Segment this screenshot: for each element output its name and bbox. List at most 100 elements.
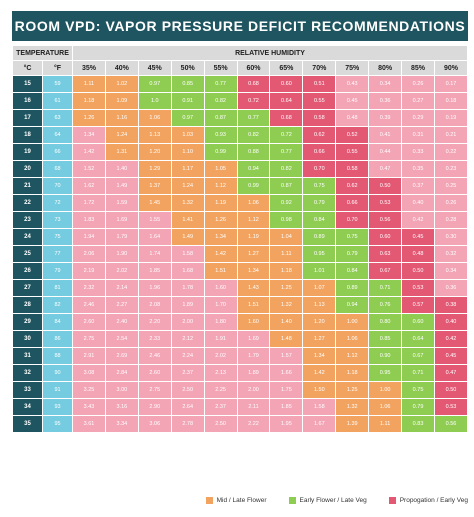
vpd-value-cell: 0.88 [237, 144, 270, 160]
vpd-value-cell: 1.32 [171, 195, 204, 211]
vpd-value-cell: 0.39 [369, 110, 402, 126]
vpd-value-cell: 3.25 [73, 382, 105, 398]
vpd-value-cell: 3.43 [73, 399, 105, 415]
vpd-value-cell: 1.11 [369, 416, 402, 432]
table-row: 28 82 2.46 2.27 2.08 1.89 1.70 1.51 1.32 1.13 0.94… [13, 297, 467, 313]
vpd-value-cell: 1.20 [303, 314, 336, 330]
legend-swatch [288, 496, 296, 504]
legend-label: Propogation / Early Veg [399, 496, 468, 504]
vpd-value-cell: 2.84 [105, 365, 138, 381]
vpd-value-cell: 2.50 [171, 382, 204, 398]
vpd-value-cell: 2.69 [105, 348, 138, 364]
temp-fahrenheit-cell: 68 [43, 161, 73, 177]
table-row: 30 86 2.75 2.54 2.33 2.12 1.91 1.69 1.48 1.27 1.06… [13, 331, 467, 347]
temp-celsius-cell: 21 [13, 178, 42, 194]
vpd-value-cell: 1.85 [270, 399, 303, 415]
table-row: 35 95 3.61 3.34 3.06 2.78 2.50 2.22 1.95 1.67 1.39… [13, 416, 467, 432]
temp-celsius-cell: 30 [13, 331, 42, 347]
temp-celsius-cell: 26 [13, 263, 42, 279]
vpd-value-cell: 3.00 [105, 382, 138, 398]
vpd-value-cell: 0.43 [336, 76, 369, 92]
vpd-value-cell: 0.32 [434, 246, 467, 262]
vpd-value-cell: 0.31 [402, 127, 434, 143]
vpd-value-cell: 0.41 [369, 127, 402, 143]
vpd-value-cell: 1.29 [138, 161, 171, 177]
vpd-value-cell: 1.62 [73, 178, 105, 194]
vpd-value-cell: 1.03 [171, 127, 204, 143]
vpd-value-cell: 1.49 [171, 229, 204, 245]
vpd-value-cell: 0.80 [369, 314, 402, 330]
temp-fahrenheit-cell: 86 [43, 331, 73, 347]
vpd-value-cell: 2.37 [204, 399, 237, 415]
vpd-value-cell: 1.75 [270, 382, 303, 398]
vpd-value-cell: 0.94 [237, 161, 270, 177]
temp-celsius-cell: 32 [13, 365, 42, 381]
vpd-value-cell: 0.85 [369, 331, 402, 347]
vpd-value-cell: 0.33 [402, 144, 434, 160]
vpd-value-cell: 1.89 [237, 365, 270, 381]
vpd-value-cell: 0.25 [434, 178, 467, 194]
vpd-value-cell: 0.77 [204, 76, 237, 92]
vpd-value-cell: 0.51 [303, 76, 336, 92]
legend-label: Mid / Late Flower [216, 496, 267, 504]
vpd-value-cell: 0.40 [402, 195, 434, 211]
vpd-value-cell: 0.55 [336, 144, 369, 160]
vpd-value-cell: 0.60 [270, 76, 303, 92]
vpd-value-cell: 2.90 [138, 399, 171, 415]
vpd-value-cell: 1.49 [105, 178, 138, 194]
vpd-value-cell: 0.40 [434, 314, 467, 330]
vpd-value-cell: 2.75 [138, 382, 171, 398]
temp-celsius-cell: 15 [13, 76, 42, 92]
vpd-value-cell: 2.33 [138, 331, 171, 347]
vpd-value-cell: 0.50 [402, 263, 434, 279]
vpd-value-cell: 1.34 [73, 127, 105, 143]
vpd-value-cell: 0.45 [336, 93, 369, 109]
temp-celsius-cell: 18 [13, 127, 42, 143]
table-row: 23 73 1.83 1.69 1.55 1.41 1.26 1.12 0.98 0.84 0.70… [13, 212, 467, 228]
vpd-value-cell: 1.94 [73, 229, 105, 245]
vpd-value-cell: 1.32 [336, 399, 369, 415]
humidity-column-header: 50% [171, 61, 204, 75]
vpd-value-cell: 1.58 [303, 399, 336, 415]
vpd-value-cell: 0.89 [336, 280, 369, 296]
vpd-value-cell: 1.25 [336, 382, 369, 398]
vpd-value-cell: 2.75 [73, 331, 105, 347]
vpd-value-cell: 1.17 [171, 161, 204, 177]
vpd-value-cell: 1.95 [270, 416, 303, 432]
vpd-value-cell: 1.12 [336, 348, 369, 364]
temp-fahrenheit-cell: 59 [43, 76, 73, 92]
humidity-column-header: 45% [138, 61, 171, 75]
legend-item: Propogation / Early Veg [388, 496, 468, 504]
humidity-column-header: 90% [434, 61, 467, 75]
vpd-value-cell: 1.00 [369, 382, 402, 398]
temp-fahrenheit-cell: 79 [43, 263, 73, 279]
vpd-value-cell: 1.74 [138, 246, 171, 262]
vpd-value-cell: 0.55 [303, 93, 336, 109]
vpd-value-cell: 0.75 [402, 382, 434, 398]
table-row: 18 64 1.34 1.24 1.13 1.03 0.93 0.82 0.72 0.62 0.52… [13, 127, 467, 143]
temp-celsius-cell: 33 [13, 382, 42, 398]
vpd-value-cell: 1.18 [73, 93, 105, 109]
vpd-value-cell: 1.11 [73, 76, 105, 92]
vpd-value-cell: 1.60 [204, 280, 237, 296]
vpd-value-cell: 1.69 [105, 212, 138, 228]
table-row: 33 91 3.25 3.00 2.75 2.50 2.25 2.00 1.75 1.50 1.25… [13, 382, 467, 398]
table-row: 15 59 1.11 1.02 0.97 0.85 0.77 0.68 0.60 0.51 0.43… [13, 76, 467, 92]
vpd-value-cell: 2.32 [73, 280, 105, 296]
vpd-value-cell: 0.45 [434, 348, 467, 364]
table-row: 24 75 1.94 1.79 1.64 1.49 1.34 1.19 1.04 0.89 0.75… [13, 229, 467, 245]
table-row: 22 72 1.72 1.59 1.45 1.32 1.19 1.06 0.92 0.79 0.66… [13, 195, 467, 211]
vpd-value-cell: 1.31 [105, 144, 138, 160]
vpd-value-cell: 0.60 [369, 229, 402, 245]
temp-celsius-cell: 17 [13, 110, 42, 126]
vpd-value-cell: 1.51 [237, 297, 270, 313]
vpd-value-cell: 1.40 [105, 161, 138, 177]
vpd-value-cell: 2.02 [105, 263, 138, 279]
vpd-value-cell: 1.66 [270, 365, 303, 381]
vpd-value-cell: 0.45 [402, 229, 434, 245]
humidity-column-header: 80% [369, 61, 402, 75]
vpd-value-cell: 1.04 [270, 229, 303, 245]
vpd-value-cell: 0.58 [303, 110, 336, 126]
vpd-value-cell: 0.79 [303, 195, 336, 211]
